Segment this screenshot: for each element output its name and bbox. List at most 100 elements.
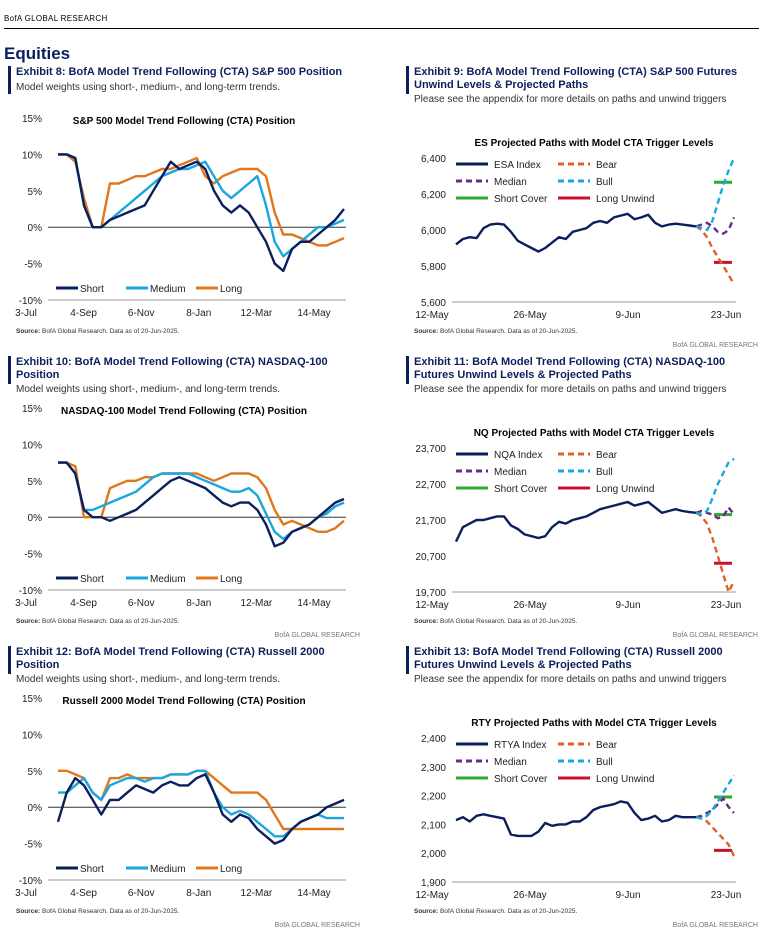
chart-title: NQ Projected Paths with Model CTA Trigge…	[474, 428, 715, 439]
x-tick-label: 9-Jun	[615, 890, 640, 901]
x-tick-label: 12-May	[415, 310, 448, 321]
chart-svg: NASDAQ-100 Model Trend Following (CTA) P…	[15, 404, 346, 609]
x-tick-label: 14-May	[297, 308, 330, 319]
x-tick-label: 6-Nov	[128, 308, 155, 319]
legend-label: NQA Index	[494, 450, 542, 461]
exhibit-accent-bar	[8, 356, 11, 384]
y-tick-label: 6,400	[421, 154, 446, 165]
x-tick-label: 12-Mar	[241, 888, 273, 899]
report-header-brand: BofA GLOBAL RESEARCH	[4, 14, 108, 23]
legend-label: Median	[494, 757, 527, 768]
chart-title: Russell 2000 Model Trend Following (CTA)…	[62, 696, 305, 707]
x-tick-label: 4-Sep	[70, 308, 97, 319]
x-tick-label: 6-Nov	[128, 598, 155, 609]
header-divider	[4, 28, 759, 29]
x-tick-label: 26-May	[513, 310, 546, 321]
legend-label: Long	[220, 284, 242, 295]
y-tick-label: 19,700	[415, 588, 446, 599]
index-line	[455, 212, 697, 253]
exhibit-title: Exhibit 10: BofA Model Trend Following (…	[16, 356, 328, 381]
y-tick-label: 2,100	[421, 820, 446, 831]
exhibit-subtitle: Model weights using short-, medium-, and…	[16, 674, 281, 685]
exhibit-accent-bar	[8, 646, 11, 674]
legend-label: Median	[494, 467, 527, 478]
exhibit-9-panel: Exhibit 9: BofA Model Trend Following (C…	[406, 66, 758, 358]
x-tick-label: 12-May	[415, 600, 448, 611]
y-tick-label: 20,700	[415, 552, 446, 563]
exhibit-12-panel: Exhibit 12: BofA Model Trend Following (…	[8, 646, 360, 938]
x-tick-label: 8-Jan	[186, 308, 211, 319]
source-label: Source:	[414, 618, 439, 625]
y-tick-label: -10%	[19, 296, 42, 307]
series-long-line	[58, 153, 345, 247]
source-note: Source: BofA Global Research. Data as of…	[16, 328, 180, 335]
x-tick-label: 23-Jun	[711, 600, 742, 611]
y-tick-label: 2,300	[421, 763, 446, 774]
y-tick-label: 21,700	[415, 516, 446, 527]
legend-label: Short	[80, 284, 104, 295]
research-brand: BofA GLOBAL RESEARCH	[274, 922, 360, 929]
path-bear-line	[695, 816, 736, 857]
chart-svg: ES Projected Paths with Model CTA Trigge…	[415, 138, 741, 321]
legend-label: Long	[220, 864, 242, 875]
series-short-line	[56, 773, 345, 845]
x-tick-label: 23-Jun	[711, 890, 742, 901]
y-tick-label: 22,700	[415, 480, 446, 491]
y-tick-label: 5,600	[421, 298, 446, 309]
series-long-line	[58, 461, 345, 534]
legend-label: Long Unwind	[596, 484, 654, 495]
y-tick-label: 15%	[22, 694, 42, 705]
y-tick-label: 0%	[28, 223, 43, 234]
x-tick-label: 3-Jul	[15, 598, 37, 609]
exhibit-accent-bar	[406, 66, 409, 94]
exhibit-13-panel: Exhibit 13: BofA Model Trend Following (…	[406, 646, 758, 938]
path-bull-line	[695, 157, 736, 232]
series-short-line	[58, 153, 345, 273]
chart-svg: Russell 2000 Model Trend Following (CTA)…	[15, 694, 346, 899]
y-tick-label: -10%	[19, 876, 42, 887]
chart-title: S&P 500 Model Trend Following (CTA) Posi…	[73, 116, 295, 127]
x-tick-label: 4-Sep	[70, 888, 97, 899]
y-tick-label: 10%	[22, 150, 42, 161]
exhibit-11-panel: Exhibit 11: BofA Model Trend Following (…	[406, 356, 758, 648]
y-tick-label: 23,700	[415, 444, 446, 455]
exhibit-title: Exhibit 13: BofA Model Trend Following (…	[414, 646, 723, 671]
chart-title: NASDAQ-100 Model Trend Following (CTA) P…	[61, 406, 307, 417]
y-tick-label: -5%	[24, 550, 42, 561]
x-tick-label: 3-Jul	[15, 308, 37, 319]
y-tick-label: 5%	[28, 477, 43, 488]
exhibit-subtitle: Please see the appendix for more details…	[414, 674, 727, 685]
x-tick-label: 14-May	[297, 598, 330, 609]
research-brand: BofA GLOBAL RESEARCH	[672, 342, 758, 349]
chart-svg: S&P 500 Model Trend Following (CTA) Posi…	[15, 114, 346, 319]
legend-label: Bull	[596, 757, 613, 768]
legend-label: Median	[494, 177, 527, 188]
series-short-line	[58, 461, 345, 548]
x-tick-label: 12-May	[415, 890, 448, 901]
y-tick-label: 2,400	[421, 734, 446, 745]
exhibit-title: Exhibit 11: BofA Model Trend Following (…	[414, 356, 726, 381]
y-tick-label: 6,200	[421, 190, 446, 201]
chart-title: ES Projected Paths with Model CTA Trigge…	[475, 138, 714, 149]
path-bull-line	[695, 774, 736, 820]
legend-label: Bull	[596, 467, 613, 478]
path-bear-line	[695, 225, 736, 285]
y-tick-label: 1,900	[421, 878, 446, 889]
legend-label: Bear	[596, 450, 618, 461]
legend-label: Long Unwind	[596, 774, 654, 785]
y-tick-label: 6,000	[421, 226, 446, 237]
exhibit-accent-bar	[406, 356, 409, 384]
exhibit-title: Exhibit 8: BofA Model Trend Following (C…	[16, 66, 343, 78]
x-tick-label: 9-Jun	[615, 310, 640, 321]
source-label: Source:	[16, 618, 41, 625]
path-bull-line	[695, 457, 735, 516]
legend-label: Short	[80, 574, 104, 585]
y-tick-label: 5%	[28, 767, 43, 778]
source-note: Source: BofA Global Research. Data as of…	[414, 908, 578, 915]
section-title: Equities	[4, 44, 71, 63]
y-tick-label: 0%	[28, 513, 43, 524]
research-brand: BofA GLOBAL RESEARCH	[274, 632, 360, 639]
x-tick-label: 26-May	[513, 890, 546, 901]
research-brand: BofA GLOBAL RESEARCH	[672, 922, 758, 929]
exhibit-accent-bar	[406, 646, 409, 674]
